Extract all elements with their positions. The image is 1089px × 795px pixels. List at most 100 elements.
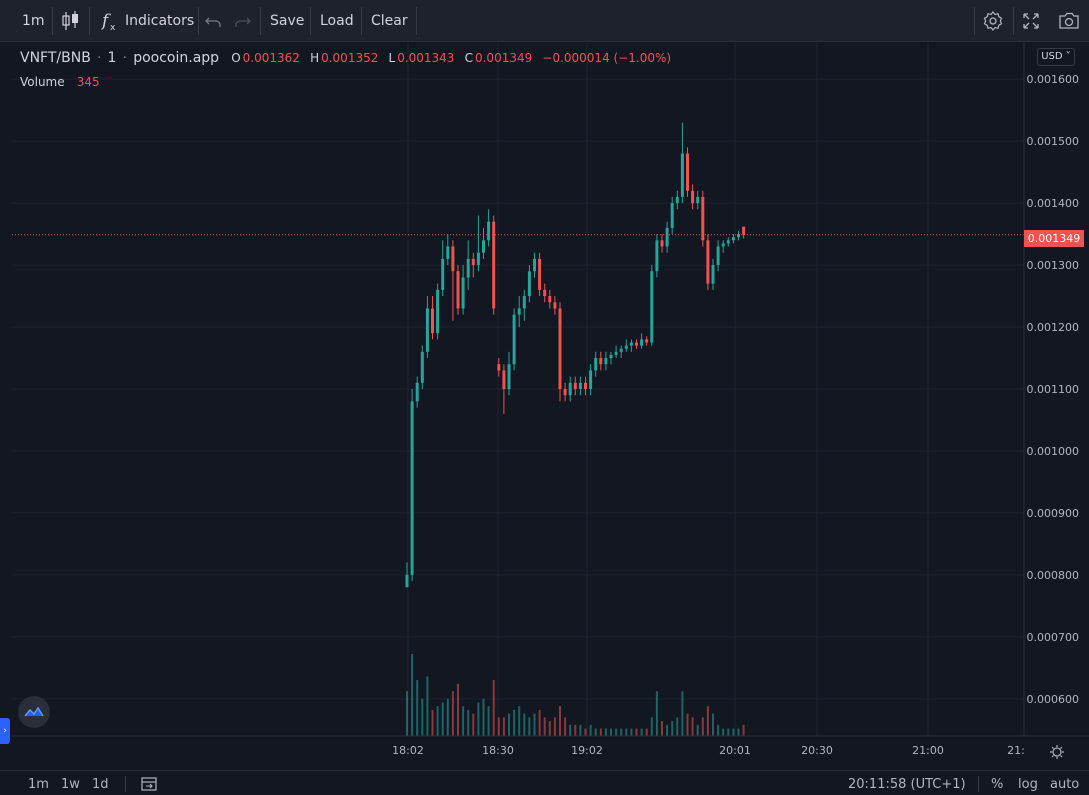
range-1m-button[interactable]: 1m [28,777,49,792]
settings-button[interactable] [979,6,1007,36]
candle-body [497,364,501,371]
volume-bar [482,698,485,736]
chevron-down-icon: ˅ [1062,51,1071,62]
candle-body [645,339,649,343]
candle-body [680,153,684,197]
price-tick-label: 0.001200 [1027,321,1080,334]
volume-bar [548,721,551,736]
log-scale-toggle[interactable]: log [1018,777,1038,792]
volume-bar [477,702,480,736]
volume-bar [446,698,449,736]
undo-button[interactable] [202,6,226,36]
redo-button[interactable] [230,6,254,36]
price-tick-label: 0.001300 [1027,259,1080,272]
top-toolbar: 1m f x Indicators Save Load Cl [0,0,1089,42]
percent-scale-toggle[interactable]: % [991,777,1004,792]
open-value: 0.001362 [242,51,300,65]
indicators-button[interactable]: f x Indicators [94,6,194,36]
candle-body [410,401,414,575]
candle-body [650,271,654,343]
candle-body [405,574,409,588]
load-button[interactable]: Load [314,6,358,36]
currency-selector[interactable]: USD ˅ [1037,48,1075,66]
symbol-name[interactable]: VNFT/BNB [20,50,91,66]
clock-timezone[interactable]: 20:11:58 (UTC+1) [848,777,966,792]
symbol-legend: VNFT/BNB · 1 · poocoin.app O 0.001362 H 0.… [20,50,673,66]
price-tick-label: 0.001400 [1027,197,1080,210]
volume-bar [441,702,444,736]
time-tick-label: 18:30 [482,744,514,757]
candles-icon [62,11,78,30]
fullscreen-button[interactable] [1017,6,1045,36]
screenshot-button[interactable] [1054,6,1084,36]
volume-bar [436,706,439,736]
auto-scale-toggle[interactable]: auto [1050,777,1080,792]
volume-bar [457,683,459,736]
date-range-icon[interactable] [139,774,159,794]
bottom-toolbar: 1m 1w 1d 20:11:58 (UTC+1) % log auto [0,770,1089,795]
volume-bar [681,691,684,736]
volume-bar [451,691,454,736]
candle-body [691,190,695,204]
clear-button[interactable]: Clear [365,6,413,36]
volume-bar [737,728,740,736]
candle-body [629,342,633,346]
candle-body [619,348,623,352]
candle-body [471,258,475,266]
toolbar-divider [1013,7,1014,35]
candle-body [696,196,700,204]
price-tick-label: 0.001100 [1027,383,1080,396]
volume-bar [406,691,408,736]
candle-body [415,382,419,402]
volume-bar [472,713,475,736]
candle-body [737,234,740,238]
logo-icon [24,706,44,717]
time-axis-settings-icon[interactable] [1050,745,1064,759]
range-1w-button[interactable]: 1w [61,777,80,792]
volume-bar [584,728,587,736]
volume-bar [696,724,699,736]
candle-body [670,203,674,228]
volume-bar [610,728,612,736]
fullscreen-icon [1023,13,1039,29]
volume-bar [426,676,429,736]
candle-body [594,358,598,371]
tradingview-logo-button[interactable] [18,696,50,728]
save-button[interactable]: Save [264,6,308,36]
toolbar-divider [978,776,979,792]
candle-body [466,258,470,278]
last-price-label: 0.001349 [1028,232,1081,245]
volume-bar [508,713,510,736]
chart-type-button[interactable] [56,6,86,36]
indicators-label: Indicators [125,13,195,29]
volume-bar [671,721,674,736]
toolbar-divider [361,7,362,35]
candle-body [701,196,705,241]
price-chart[interactable]: 0.000600 0.000700 0.000800 0.000900 0.001000… [0,42,1089,770]
interval-button[interactable]: 1m [14,6,48,36]
volume-bar [462,706,465,736]
candle-body [431,308,434,334]
candle-body [476,252,480,266]
volume-bar [553,717,556,736]
range-1d-button[interactable]: 1d [92,777,109,792]
volume-bar [513,709,516,736]
high-label: H [310,51,320,65]
volume-bar [625,728,628,736]
volume-bar [727,728,730,736]
price-tick-label: 0.000900 [1027,507,1080,520]
toolbar-divider [89,7,90,35]
candle-body [578,382,582,389]
volume-bar [528,717,531,736]
change-value: −0.000014 (−1.00%) [542,51,672,65]
load-label: Load [320,13,354,29]
volume-bar [518,706,521,736]
volume-bar [722,728,725,736]
volume-bar [717,724,720,736]
candle-body [487,221,491,241]
chevron-right-icon: › [3,726,7,736]
volume-bar [742,724,745,736]
low-label: L [388,51,396,65]
legend-separator: · [122,50,128,66]
left-toolbar-toggle[interactable]: › [0,718,10,744]
